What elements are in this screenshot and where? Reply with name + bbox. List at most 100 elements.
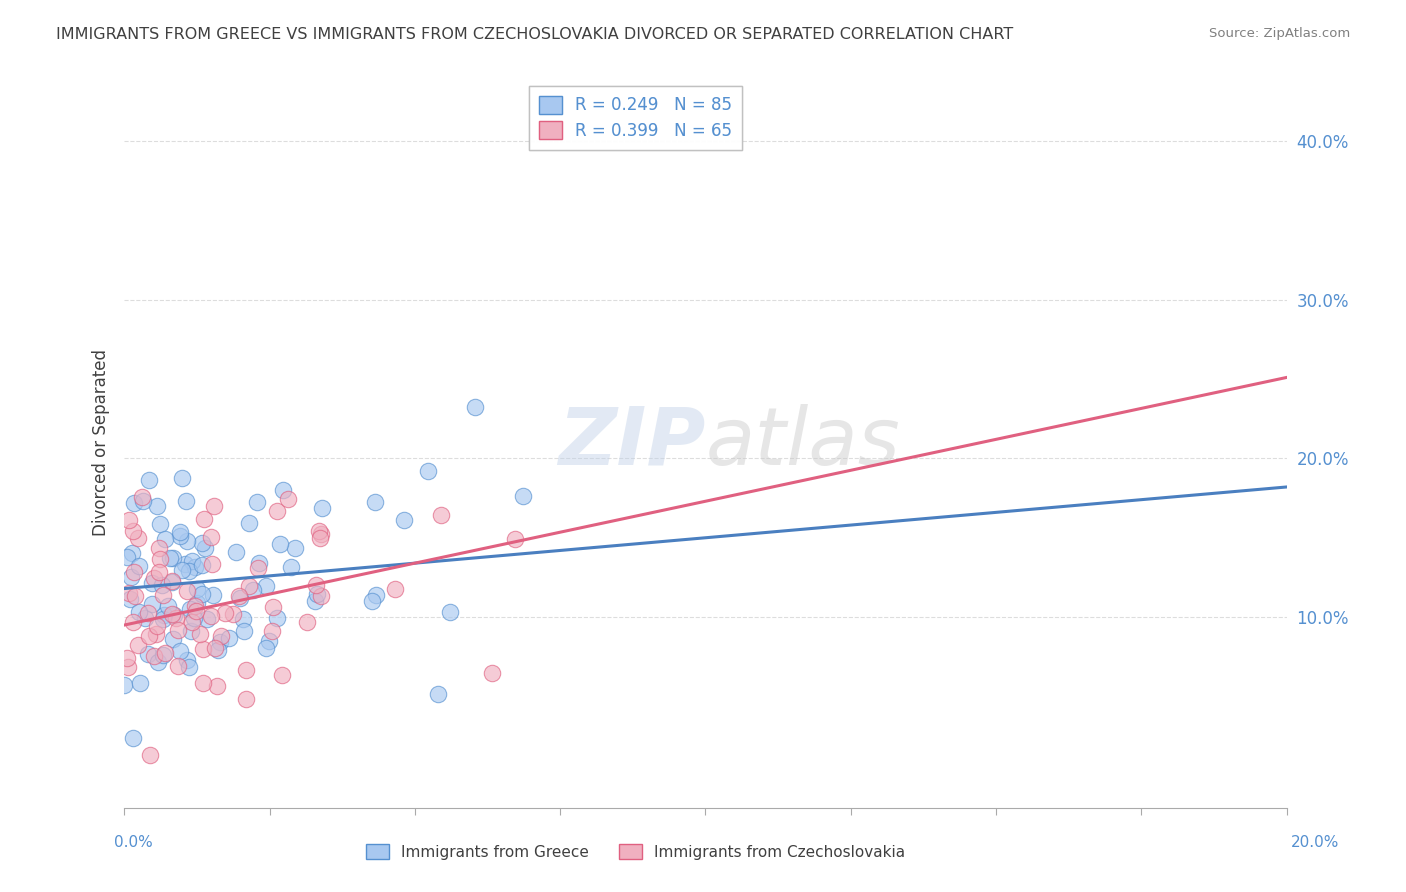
Point: [145, 619, 167, 633]
Point: [309, 532, 332, 546]
Point: [149, 516, 172, 531]
Point: [150, 578, 173, 592]
Point: [152, 607, 174, 622]
Point: [167, 659, 190, 673]
Point: [122, 565, 145, 579]
Point: [394, 513, 416, 527]
Point: [117, 659, 139, 673]
Point: [177, 564, 200, 578]
Point: [146, 655, 169, 669]
Point: [162, 574, 184, 588]
Point: [131, 490, 153, 504]
Point: [262, 624, 284, 638]
Point: [138, 606, 160, 620]
Point: [132, 494, 155, 508]
Point: [200, 609, 222, 624]
Point: [166, 623, 188, 637]
Point: [157, 599, 180, 613]
Point: [176, 494, 198, 508]
Point: [191, 558, 214, 573]
Point: [207, 680, 229, 694]
Point: [200, 530, 222, 544]
Point: [247, 561, 270, 575]
Point: [162, 632, 184, 646]
Point: [229, 591, 252, 605]
Text: atlas: atlas: [706, 403, 900, 482]
Point: [277, 492, 299, 507]
Text: IMMIGRANTS FROM GREECE VS IMMIGRANTS FROM CZECHOSLOVAKIA DIVORCED OR SEPARATED C: IMMIGRANTS FROM GREECE VS IMMIGRANTS FRO…: [56, 27, 1014, 42]
Point: [118, 592, 141, 607]
Point: [121, 731, 143, 745]
Point: [305, 587, 328, 601]
Point: [134, 611, 156, 625]
Point: [235, 663, 257, 677]
Point: [190, 536, 212, 550]
Point: [232, 612, 254, 626]
Point: [247, 556, 270, 570]
Point: [481, 665, 503, 680]
Point: [141, 575, 163, 590]
Point: [270, 668, 292, 682]
Point: [128, 559, 150, 574]
Point: [127, 638, 149, 652]
Text: Source: ZipAtlas.com: Source: ZipAtlas.com: [1209, 27, 1350, 40]
Point: [503, 532, 526, 546]
Point: [184, 599, 207, 613]
Point: [361, 594, 384, 608]
Point: [416, 465, 439, 479]
Point: [122, 524, 145, 538]
Point: [141, 597, 163, 611]
Point: [271, 483, 294, 497]
Point: [280, 559, 302, 574]
Point: [152, 612, 174, 626]
Point: [176, 584, 198, 599]
Point: [266, 503, 288, 517]
Point: [139, 748, 162, 763]
Point: [309, 590, 332, 604]
Point: [186, 596, 208, 610]
Point: [242, 583, 264, 598]
Point: [266, 611, 288, 625]
Point: [269, 537, 291, 551]
Y-axis label: Divorced or Separated: Divorced or Separated: [93, 349, 110, 536]
Point: [179, 601, 201, 615]
Point: [184, 604, 207, 618]
Point: [262, 600, 284, 615]
Point: [128, 605, 150, 619]
Point: [214, 606, 236, 620]
Point: [228, 589, 250, 603]
Point: [149, 552, 172, 566]
Point: [193, 512, 215, 526]
Point: [169, 529, 191, 543]
Point: [143, 649, 166, 664]
Point: [311, 501, 333, 516]
Point: [148, 565, 170, 579]
Point: [426, 687, 449, 701]
Point: [186, 582, 208, 596]
Point: [207, 643, 229, 657]
Point: [172, 563, 194, 577]
Point: [136, 647, 159, 661]
Point: [235, 692, 257, 706]
Point: [176, 534, 198, 549]
Point: [194, 541, 217, 555]
Point: [148, 541, 170, 555]
Point: [204, 640, 226, 655]
Point: [222, 607, 245, 622]
Point: [284, 541, 307, 556]
Point: [197, 611, 219, 625]
Point: [160, 575, 183, 590]
Point: [112, 677, 135, 691]
Point: [169, 525, 191, 540]
Point: [464, 400, 486, 414]
Point: [152, 588, 174, 602]
Point: [152, 648, 174, 663]
Point: [193, 675, 215, 690]
Point: [305, 578, 328, 592]
Point: [121, 546, 143, 560]
Point: [162, 550, 184, 565]
Point: [142, 571, 165, 585]
Point: [180, 624, 202, 639]
Point: [159, 550, 181, 565]
Point: [163, 607, 186, 622]
